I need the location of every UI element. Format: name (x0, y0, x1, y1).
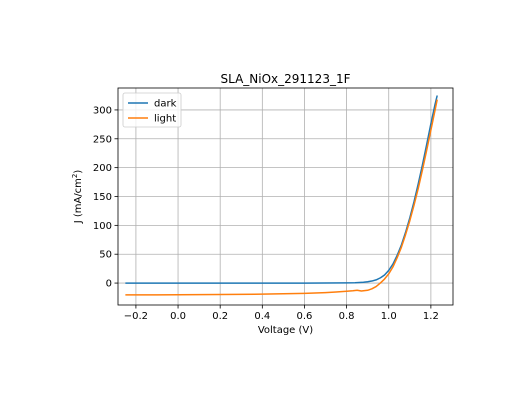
y-axis-label: J (mA/cm2) (71, 170, 84, 225)
x-tick-label: 0.6 (297, 311, 313, 322)
x-tick-label: 1.0 (381, 311, 397, 322)
y-tick-label: 300 (93, 105, 112, 116)
series-line-light (125, 99, 438, 296)
chart-title: SLA_NiOx_291123_1F (221, 72, 351, 86)
x-tick-label: 0.8 (339, 311, 355, 322)
y-axis-label-main: J (mA/cm (73, 178, 84, 224)
x-axis-label: Voltage (V) (258, 325, 313, 336)
x-tick-label: 1.2 (423, 311, 439, 322)
y-tick-label: 150 (93, 192, 112, 203)
y-tick-label: 250 (93, 134, 112, 145)
legend: dark light (122, 92, 182, 128)
grid (118, 88, 453, 305)
x-tick-label: 0.2 (212, 311, 228, 322)
ticks: −0.2 0.0 0.2 0.4 0.6 0.8 1.0 1.2 0 50 100 150 200 250… (93, 105, 439, 322)
legend-label-dark: dark (154, 99, 177, 110)
x-tick-label: 0.0 (170, 311, 186, 322)
y-axis-label-superscript: 2 (71, 174, 79, 178)
x-tick-label: 0.4 (254, 311, 270, 322)
plot-area (125, 95, 438, 296)
y-tick-label: 200 (93, 163, 112, 174)
y-axis-label-end: ) (73, 170, 84, 174)
y-tick-label: 50 (99, 250, 112, 261)
y-tick-label: 0 (106, 279, 112, 290)
series-line-dark (125, 95, 438, 284)
legend-label-light: light (154, 114, 176, 125)
y-tick-label: 100 (93, 221, 112, 232)
x-tick-label: −0.2 (124, 311, 148, 322)
